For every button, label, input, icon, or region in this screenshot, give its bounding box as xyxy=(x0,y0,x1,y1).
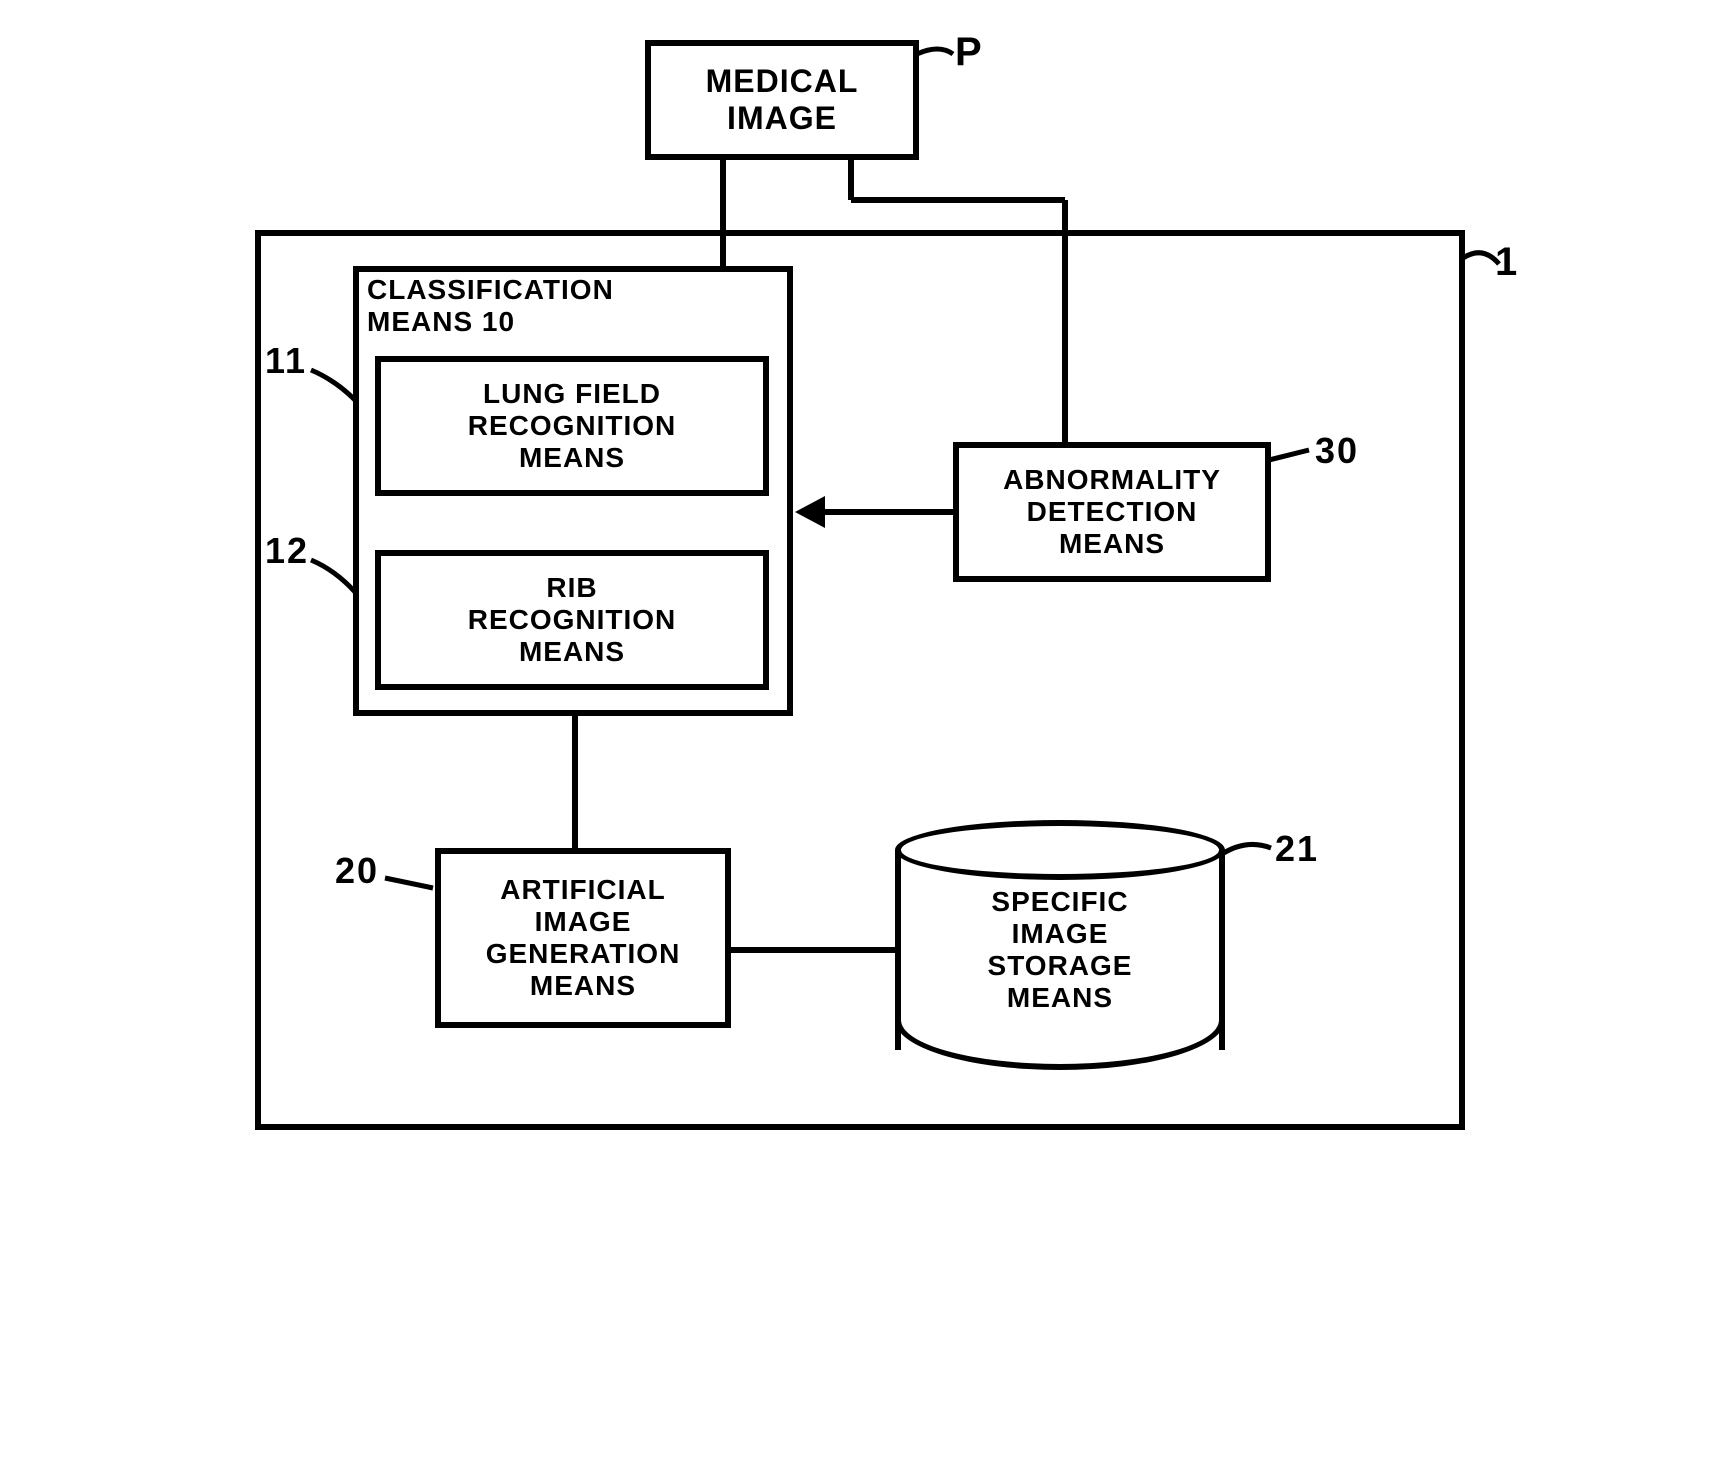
rib-box: RIBRECOGNITIONMEANS xyxy=(375,550,769,690)
storage-text: SPECIFICIMAGESTORAGEMEANS xyxy=(988,886,1133,1015)
label-P: P xyxy=(955,30,984,75)
artificial-text: ARTIFICIALIMAGEGENERATIONMEANS xyxy=(486,874,681,1003)
medical-image-text: MEDICALIMAGE xyxy=(706,63,859,137)
storage-cylinder: SPECIFICIMAGESTORAGEMEANS xyxy=(895,820,1225,1080)
abnormality-text: ABNORMALITYDETECTIONMEANS xyxy=(1003,464,1221,561)
lung-field-text: LUNG FIELDRECOGNITIONMEANS xyxy=(468,378,677,475)
classification-title: CLASSIFICATIONMEANS 10 xyxy=(367,274,614,338)
lung-field-box: LUNG FIELDRECOGNITIONMEANS xyxy=(375,356,769,496)
label-21: 21 xyxy=(1275,828,1319,870)
label-20: 20 xyxy=(335,850,379,892)
label-1: 1 xyxy=(1495,240,1519,285)
label-30: 30 xyxy=(1315,430,1359,472)
abnormality-box: ABNORMALITYDETECTIONMEANS xyxy=(953,442,1271,582)
label-11: 11 xyxy=(265,340,307,382)
medical-image-box: MEDICALIMAGE xyxy=(645,40,919,160)
rib-text: RIBRECOGNITIONMEANS xyxy=(468,572,677,669)
artificial-box: ARTIFICIALIMAGEGENERATIONMEANS xyxy=(435,848,731,1028)
diagram-root: MEDICALIMAGE P 1 CLASSIFICATIONMEANS 10 … xyxy=(215,40,1505,1133)
label-12: 12 xyxy=(265,530,309,572)
